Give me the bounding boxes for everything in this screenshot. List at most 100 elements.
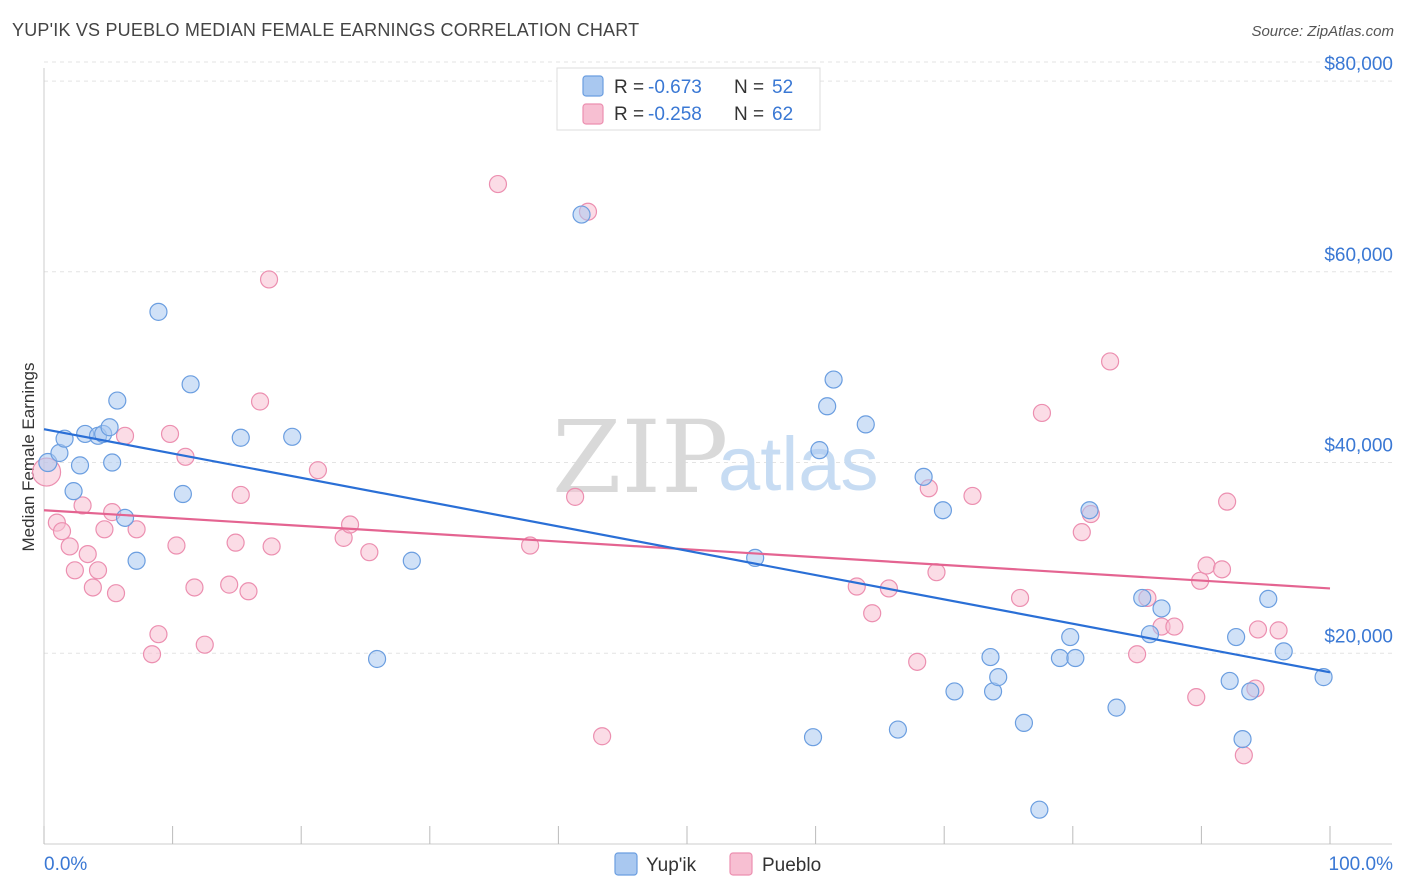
pueblo-point-38 [863,604,882,623]
pueblo-point-37 [847,577,866,596]
pueblo-point-19 [185,578,204,597]
yupik-point-37 [1061,627,1080,647]
yupik-point-20 [572,205,591,224]
gridlines [44,61,1392,654]
yupik-point-3 [64,482,83,501]
pueblo-point-56 [1212,560,1232,579]
pueblo-point-7 [83,578,102,597]
yupik-point-46 [1233,729,1252,749]
correlation-legend: R = -0.673 N = 52 R = -0.258 N = 62 [556,67,821,131]
bottom-legend-label-pueblo: Pueblo [762,855,821,876]
yupik-point-45 [1227,627,1246,647]
pueblo-point-24 [239,582,258,601]
y-tick-label-3: $80,000 [1324,54,1393,75]
yupik-point-17 [283,427,302,446]
legend-r-label-pueblo: R = [614,104,644,125]
pueblo-point-4 [65,561,84,580]
yupik-point-13 [149,302,168,321]
pueblo-point-33 [521,536,540,555]
pueblo-point-55 [1197,556,1216,575]
y-tick-labels: $20,000 $40,000 $60,000 $80,000 [1324,54,1393,647]
yupik-point-12 [127,551,146,570]
pueblo-point-11 [106,584,126,603]
pueblo-point-34 [566,487,585,506]
pueblo-point-30 [340,515,360,534]
legend-r-label-yupik: R = [614,77,644,98]
y-axis-label: Median Female Earnings [19,363,38,552]
pueblo-point-46 [1072,523,1091,542]
pueblo-point-17 [167,536,186,555]
yupik-point-22 [803,728,823,747]
yupik-point-11 [115,508,135,527]
yupik-point-36 [1050,648,1070,668]
pueblo-point-53 [1187,688,1206,707]
pueblo-point-43 [963,486,982,506]
x-tick-marks [43,826,1331,844]
pueblo-point-61 [1269,621,1288,640]
yupik-point-49 [1274,642,1293,661]
pueblo-point-27 [262,537,281,556]
yupik-point-8 [100,418,119,437]
pueblo-point-14 [142,645,162,664]
yupik-point-19 [402,551,421,570]
yupik-point-40 [1107,698,1126,717]
yupik-point-48 [1259,589,1278,609]
pueblo-point-23 [231,485,250,505]
pueblo-point-2 [52,522,72,541]
legend-n-value-pueblo: 62 [772,104,793,125]
yupik-point-9 [103,453,122,472]
pueblo-point-26 [259,270,279,289]
pueblo-point-60 [1248,620,1268,639]
pueblo-points [31,174,1288,765]
pueblo-point-48 [1100,352,1120,371]
yupik-point-16 [231,428,250,447]
pueblo-point-5 [73,496,92,515]
bottom-legend-label-yupik: Yup'ik [646,855,697,876]
yupik-point-30 [945,682,964,701]
legend-n-label-yupik: N = [734,77,764,98]
y-tick-label-2: $60,000 [1324,245,1393,266]
legend-swatch-pueblo [582,103,604,125]
yupik-point-47 [1241,682,1260,701]
pueblo-point-9 [95,520,114,539]
yupik-point-31 [981,647,1000,667]
yupik-point-34 [1014,713,1034,732]
pueblo-point-42 [927,563,946,582]
legend-n-value-yupik: 52 [772,77,793,98]
source-credit: Source: ZipAtlas.com [1251,23,1394,40]
pueblo-trend-line [43,509,1331,590]
pueblo-point-31 [360,543,379,562]
yupik-point-10 [108,391,127,410]
pueblo-point-13 [127,520,146,539]
yupik-point-15 [181,375,200,394]
pueblo-point-22 [226,533,245,552]
y-tick-label-0: $20,000 [1324,626,1393,647]
yupik-point-26 [856,415,875,434]
legend-r-value-pueblo: -0.258 [648,104,702,125]
pueblo-point-40 [908,652,927,671]
pueblo-point-6 [78,544,97,564]
pueblo-point-58 [1234,746,1253,765]
bottom-legend-swatch-yupik [614,852,638,876]
pueblo-point-45 [1032,403,1052,423]
yupik-trend-line [43,428,1331,674]
pueblo-point-52 [1165,617,1184,636]
yupik-point-18 [367,649,387,669]
legend-r-value-yupik: -0.673 [648,77,702,98]
pueblo-point-49 [1127,645,1147,664]
y-tick-label-1: $40,000 [1324,436,1393,457]
yupik-point-38 [1066,648,1085,668]
pueblo-point-16 [160,424,180,444]
yupik-point-39 [1080,501,1099,520]
yupik-point-28 [914,467,933,486]
pueblo-point-28 [308,461,328,480]
yupik-point-4 [70,456,90,475]
legend-swatch-yupik [582,75,604,97]
chart-title: YUP'IK VS PUEBLO MEDIAN FEMALE EARNINGS … [12,20,640,40]
watermark-atlas: atlas [718,422,879,507]
yupik-point-44 [1220,671,1239,691]
yupik-point-33 [989,668,1008,687]
pueblo-point-25 [250,392,270,411]
pueblo-point-20 [195,635,214,654]
